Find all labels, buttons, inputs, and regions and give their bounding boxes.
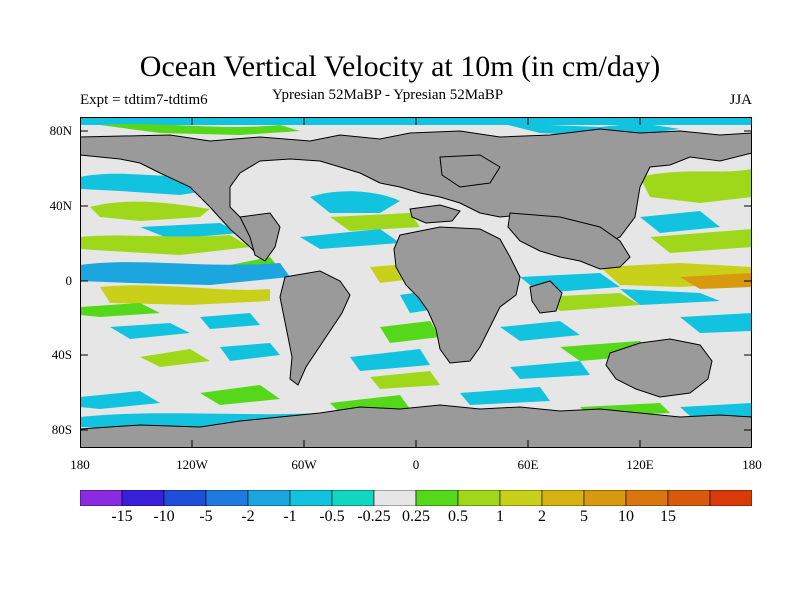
color-bar-swatch [667,490,711,506]
color-bar-swatch [121,490,165,506]
land-masses [80,128,752,448]
lon-ticks [191,117,641,448]
color-bar-swatch [415,490,459,506]
color-bar-label: -1 [283,508,297,525]
color-bar-swatch [80,490,123,506]
lat-label-80n: 80N [49,123,72,138]
lon-label-60w: 60W [291,457,317,472]
color-bar-swatch [331,490,375,506]
lat-label-80s: 80S [51,422,72,437]
world-map [80,117,752,448]
experiment-label: Expt = tdtim7-tdtim6 [80,92,208,108]
color-bar-swatch [541,490,585,506]
color-bar-label: 5 [580,508,588,525]
lat-ticks [80,130,752,431]
color-bar-swatch [163,490,207,506]
color-bar-label: 2 [538,508,546,525]
color-bar-swatch [373,490,417,506]
map-title: Ocean Vertical Velocity at 10m (in cm/da… [139,50,661,83]
color-bar-label: 0.5 [448,508,468,525]
color-bar-swatch [289,490,333,506]
color-bar-swatch [205,490,249,506]
lon-label-0: 0 [412,457,420,472]
color-bar-swatch [499,490,543,506]
lat-label-0: 0 [65,273,73,288]
season-label: JJA [729,92,752,108]
lon-label-60e: 60E [517,457,539,472]
color-bar-swatch [457,490,501,506]
color-bar-label: 15 [660,508,676,525]
color-bar-label: -15 [111,508,133,525]
color-bar-swatch [625,490,669,506]
lat-label-40n: 40N [49,198,72,213]
velocity-patches [80,117,752,429]
color-bar-label: -2 [241,508,255,525]
lon-label-180e: 180 [742,457,762,472]
lon-label-180w: 180 [70,457,90,472]
color-bar-swatch [583,490,627,506]
color-bar-label: -0.5 [319,508,345,525]
color-bar-label: 0.25 [402,508,430,525]
lon-label-120e: 120E [626,457,654,472]
lat-label-40s: 40S [51,347,72,362]
color-bar-label: -0.25 [357,508,391,525]
period-label: Ypresian 52MaBP - Ypresian 52MaBP [272,87,504,103]
color-bar-label: 10 [618,508,634,525]
color-bar-label: 1 [496,508,504,525]
color-bar-swatch [709,490,752,506]
color-bar-label: -5 [199,508,213,525]
lon-label-120w: 120W [176,457,208,472]
color-bar [80,490,752,506]
color-bar-label: -10 [153,508,175,525]
color-bar-swatch [247,490,291,506]
